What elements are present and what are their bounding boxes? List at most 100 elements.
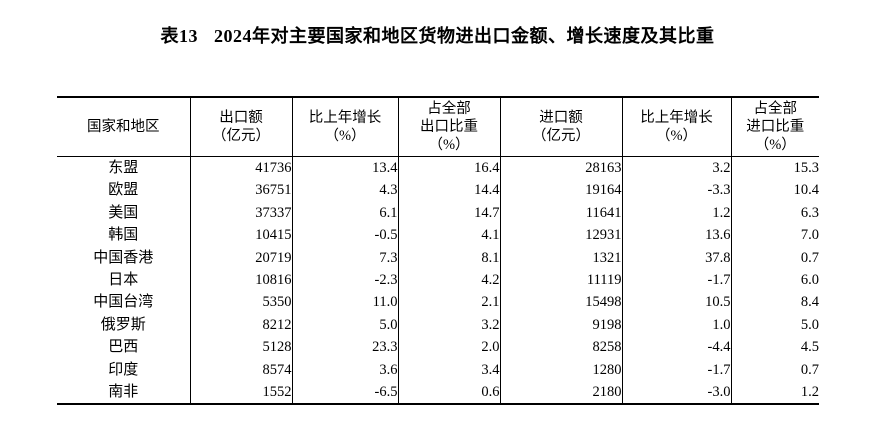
cell-import-amount: 12931 [499, 224, 622, 247]
cell-export-amount: 1552 [189, 381, 292, 405]
cell-export-growth: 23.3 [291, 336, 398, 359]
cell-import-share: 6.3 [730, 201, 819, 225]
cell-export-share: 14.4 [397, 179, 500, 202]
cell-export-amount: 10415 [189, 224, 292, 247]
header-cell-import-amount: 进口额 （亿元） [499, 97, 622, 157]
cell-region: 美国 [108, 204, 139, 221]
header-cell-export-growth: 比上年增长 （%） [291, 97, 398, 157]
cell-export-share: 4.2 [397, 269, 500, 292]
table-row: 日本 10816 -2.3 4.2 11119 -1.7 6.0 [57, 269, 819, 292]
table-body: 东盟 41736 13.4 16.4 28163 3.2 15.3 欧盟 367… [57, 156, 819, 405]
cell-import-share: 1.2 [730, 381, 819, 405]
cell-import-share: 6.0 [730, 269, 819, 292]
cell-region: 南非 [108, 384, 139, 401]
cell-export-amount: 37337 [189, 201, 292, 225]
header-unit: （%） [754, 137, 796, 153]
cell-export-growth: 11.0 [291, 291, 398, 314]
cell-export-growth: 7.3 [291, 246, 398, 270]
cell-import-growth: -4.4 [621, 336, 731, 359]
header-unit: （%） [428, 137, 470, 153]
cell-import-amount: 9198 [499, 313, 622, 337]
cell-import-growth: 10.5 [621, 291, 731, 314]
header-label: 进口额 [539, 110, 583, 126]
cell-export-amount: 36751 [189, 179, 292, 202]
cell-export-growth: 5.0 [291, 313, 398, 337]
header-label: 出口额 [219, 110, 263, 126]
table-row: 美国 37337 6.1 14.7 11641 1.2 6.3 [57, 201, 819, 225]
cell-region: 中国台湾 [93, 294, 154, 311]
cell-region: 印度 [108, 361, 139, 378]
table-row: 东盟 41736 13.4 16.4 28163 3.2 15.3 [57, 156, 819, 180]
cell-export-growth: 3.6 [291, 358, 398, 382]
cell-import-amount: 1321 [499, 246, 622, 270]
page-title: 表13 2024年对主要国家和地区货物进出口金额、增长速度及其比重 [0, 22, 875, 48]
cell-import-amount: 11641 [499, 201, 622, 225]
header-cell-import-share: 占全部 进口比重 （%） [730, 97, 819, 157]
cell-import-share: 7.0 [730, 224, 819, 247]
cell-export-share: 8.1 [397, 246, 500, 270]
cell-import-share: 5.0 [730, 313, 819, 337]
cell-export-share: 2.0 [397, 336, 500, 359]
header-cell-import-growth: 比上年增长 （%） [621, 97, 731, 157]
table-header: 国家和地区 出口额 （亿元） 比上年增长 （%） 占全部 出口比重 （%） 进口… [57, 97, 819, 157]
cell-import-growth: 3.2 [621, 156, 731, 180]
trade-data-table: 国家和地区 出口额 （亿元） 比上年增长 （%） 占全部 出口比重 （%） 进口… [57, 96, 819, 406]
cell-import-growth: -3.0 [621, 381, 731, 405]
cell-import-growth: 1.0 [621, 313, 731, 337]
cell-export-share: 16.4 [397, 156, 500, 180]
cell-import-growth: 1.2 [621, 201, 731, 225]
cell-import-amount: 11119 [499, 269, 622, 292]
cell-export-share: 4.1 [397, 224, 500, 247]
cell-import-amount: 1280 [499, 358, 622, 382]
cell-export-growth: -6.5 [291, 381, 398, 405]
cell-export-growth: -0.5 [291, 224, 398, 247]
cell-region: 俄罗斯 [100, 316, 146, 333]
cell-import-growth: -1.7 [621, 269, 731, 292]
cell-import-amount: 19164 [499, 179, 622, 202]
header-label: 出口比重 [420, 119, 478, 135]
header-label: 进口比重 [746, 119, 805, 135]
cell-import-amount: 2180 [499, 381, 622, 405]
header-label: 占全部 [427, 101, 471, 117]
header-label: 占全部 [753, 101, 798, 117]
header-cell-region: 国家和地区 [57, 97, 190, 157]
cell-export-growth: 6.1 [291, 201, 398, 225]
table-row: 欧盟 36751 4.3 14.4 19164 -3.3 10.4 [57, 179, 819, 202]
table-row: 南非 1552 -6.5 0.6 2180 -3.0 1.2 [57, 381, 819, 405]
cell-export-amount: 8212 [189, 313, 292, 337]
cell-export-amount: 5128 [189, 336, 292, 359]
cell-import-growth: -1.7 [621, 358, 731, 382]
header-unit: （亿元） [212, 128, 270, 144]
cell-import-amount: 28163 [499, 156, 622, 180]
cell-import-share: 0.7 [730, 246, 819, 270]
cell-import-amount: 8258 [499, 336, 622, 359]
cell-export-growth: -2.3 [291, 269, 398, 292]
cell-export-amount: 41736 [189, 156, 292, 180]
table-row: 俄罗斯 8212 5.0 3.2 9198 1.0 5.0 [57, 313, 819, 337]
cell-export-amount: 10816 [189, 269, 292, 292]
cell-export-amount: 8574 [189, 358, 292, 382]
cell-export-share: 0.6 [397, 381, 500, 405]
cell-import-share: 10.4 [730, 179, 819, 202]
cell-import-growth: 13.6 [621, 224, 731, 247]
cell-import-growth: 37.8 [621, 246, 731, 270]
cell-export-share: 3.4 [397, 358, 500, 382]
cell-region: 日本 [108, 272, 139, 289]
cell-region: 巴西 [108, 339, 139, 356]
table-row: 中国台湾 5350 11.0 2.1 15498 10.5 8.4 [57, 291, 819, 314]
table-title-text: 2024年对主要国家和地区货物进出口金额、增长速度及其比重 [214, 26, 715, 46]
cell-import-share: 4.5 [730, 336, 819, 359]
header-label: 国家和地区 [87, 119, 160, 135]
cell-region: 东盟 [108, 160, 139, 176]
header-label: 比上年增长 [640, 110, 713, 126]
cell-export-amount: 20719 [189, 246, 292, 270]
header-row: 国家和地区 出口额 （亿元） 比上年增长 （%） 占全部 出口比重 （%） 进口… [57, 97, 819, 157]
cell-region: 中国香港 [93, 249, 154, 266]
table-row: 印度 8574 3.6 3.4 1280 -1.7 0.7 [57, 358, 819, 382]
cell-export-growth: 13.4 [291, 156, 398, 180]
cell-region: 欧盟 [108, 182, 139, 199]
header-unit: （%） [655, 128, 698, 144]
header-unit: （亿元） [532, 128, 590, 144]
cell-import-share: 0.7 [730, 358, 819, 382]
cell-export-share: 2.1 [397, 291, 500, 314]
